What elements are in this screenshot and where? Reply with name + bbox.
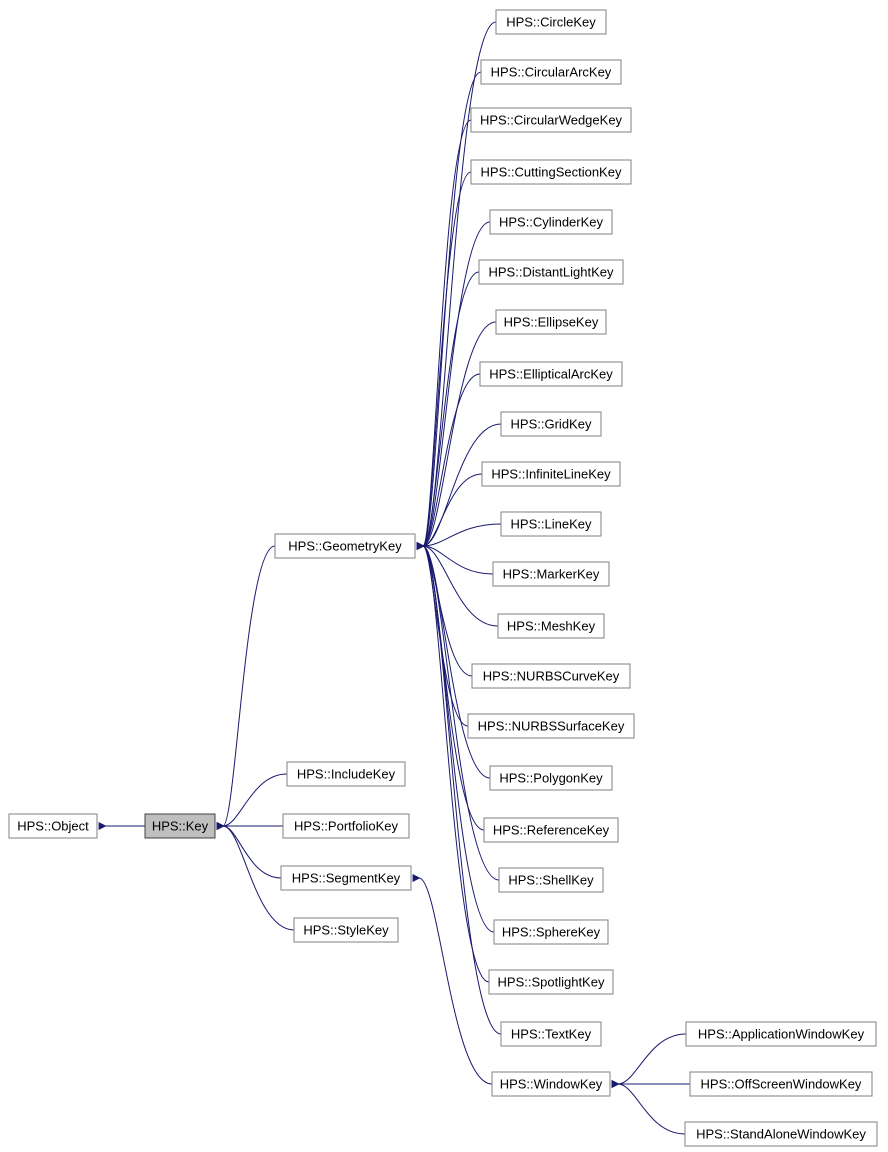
node-polygonkey[interactable]: HPS::PolygonKey <box>490 766 612 790</box>
node-ellipticalarckey[interactable]: HPS::EllipticalArcKey <box>480 362 622 386</box>
node-markerkey[interactable]: HPS::MarkerKey <box>493 562 609 586</box>
node-label-windowkey: HPS::WindowKey <box>500 1077 603 1092</box>
node-offscreenwindowkey[interactable]: HPS::OffScreenWindowKey <box>690 1072 872 1096</box>
node-portfoliokey[interactable]: HPS::PortfolioKey <box>283 814 409 838</box>
node-label-cylinderkey: HPS::CylinderKey <box>499 215 604 230</box>
node-windowkey[interactable]: HPS::WindowKey <box>492 1072 610 1096</box>
node-label-offscreenwindowkey: HPS::OffScreenWindowKey <box>701 1077 862 1092</box>
node-label-textkey: HPS::TextKey <box>511 1027 592 1042</box>
node-label-infinitelinekey: HPS::InfiniteLineKey <box>491 467 611 482</box>
node-meshkey[interactable]: HPS::MeshKey <box>498 614 604 638</box>
edge-geometrykey-to-key <box>223 546 275 826</box>
node-applicationwindowkey[interactable]: HPS::ApplicationWindowKey <box>686 1022 876 1046</box>
node-label-spotlightkey: HPS::SpotlightKey <box>498 975 605 990</box>
node-label-linekey: HPS::LineKey <box>511 517 592 532</box>
node-label-spherekey: HPS::SphereKey <box>502 925 601 940</box>
node-spotlightkey[interactable]: HPS::SpotlightKey <box>489 970 613 994</box>
node-label-cuttingsectionkey: HPS::CuttingSectionKey <box>481 165 622 180</box>
node-label-geometrykey: HPS::GeometryKey <box>288 539 402 554</box>
node-label-circularwedgekey: HPS::CircularWedgeKey <box>480 113 623 128</box>
node-includekey[interactable]: HPS::IncludeKey <box>287 762 405 786</box>
node-ellipsekey[interactable]: HPS::EllipseKey <box>496 310 606 334</box>
node-nurbssurfacekey[interactable]: HPS::NURBSSurfaceKey <box>468 714 634 738</box>
node-label-segmentkey: HPS::SegmentKey <box>292 871 401 886</box>
node-label-applicationwindowkey: HPS::ApplicationWindowKey <box>698 1027 865 1042</box>
node-label-standalonewindowkey: HPS::StandAloneWindowKey <box>696 1127 866 1142</box>
node-gridkey[interactable]: HPS::GridKey <box>501 412 601 436</box>
node-label-ellipsekey: HPS::EllipseKey <box>504 315 599 330</box>
node-referencekey[interactable]: HPS::ReferenceKey <box>484 818 618 842</box>
node-nurbscurvekey[interactable]: HPS::NURBSCurveKey <box>472 664 630 688</box>
node-label-portfoliokey: HPS::PortfolioKey <box>294 819 399 834</box>
node-label-nurbssurfacekey: HPS::NURBSSurfaceKey <box>478 719 625 734</box>
node-label-ellipticalarckey: HPS::EllipticalArcKey <box>489 367 613 382</box>
node-circulararckey[interactable]: HPS::CircularArcKey <box>481 60 621 84</box>
edge-standalonewindowkey-to-windowkey <box>618 1084 685 1134</box>
edge-ellipsekey-to-geometrykey <box>423 322 496 546</box>
edge-textkey-to-geometrykey <box>423 546 501 1034</box>
node-label-distantlightkey: HPS::DistantLightKey <box>488 265 614 280</box>
node-label-includekey: HPS::IncludeKey <box>297 767 396 782</box>
node-infinitelinekey[interactable]: HPS::InfiniteLineKey <box>482 462 620 486</box>
node-cylinderkey[interactable]: HPS::CylinderKey <box>490 210 612 234</box>
node-label-meshkey: HPS::MeshKey <box>507 619 596 634</box>
node-label-shellkey: HPS::ShellKey <box>508 873 594 888</box>
edge-spherekey-to-geometrykey <box>423 546 494 932</box>
edge-distantlightkey-to-geometrykey <box>423 272 479 546</box>
node-label-gridkey: HPS::GridKey <box>511 417 592 432</box>
node-label-markerkey: HPS::MarkerKey <box>503 567 600 582</box>
edge-windowkey-to-segmentkey <box>419 878 492 1084</box>
edge-applicationwindowkey-to-windowkey <box>618 1034 686 1084</box>
node-distantlightkey[interactable]: HPS::DistantLightKey <box>479 260 623 284</box>
node-label-referencekey: HPS::ReferenceKey <box>493 823 610 838</box>
node-object[interactable]: HPS::Object <box>9 814 97 838</box>
node-linekey[interactable]: HPS::LineKey <box>501 512 601 536</box>
node-label-key: HPS::Key <box>152 819 209 834</box>
node-spherekey[interactable]: HPS::SphereKey <box>494 920 608 944</box>
node-label-polygonkey: HPS::PolygonKey <box>499 771 603 786</box>
node-label-circlekey: HPS::CircleKey <box>506 15 596 30</box>
node-geometrykey[interactable]: HPS::GeometryKey <box>275 534 415 558</box>
node-circlekey[interactable]: HPS::CircleKey <box>496 10 606 34</box>
node-key[interactable]: HPS::Key <box>145 814 215 838</box>
node-label-nurbscurvekey: HPS::NURBSCurveKey <box>483 669 620 684</box>
node-label-circulararckey: HPS::CircularArcKey <box>491 65 612 80</box>
node-textkey[interactable]: HPS::TextKey <box>501 1022 601 1046</box>
inheritance-diagram: HPS::ObjectHPS::KeyHPS::GeometryKeyHPS::… <box>0 0 888 1152</box>
node-standalonewindowkey[interactable]: HPS::StandAloneWindowKey <box>685 1122 877 1146</box>
node-stylekey[interactable]: HPS::StyleKey <box>294 918 398 942</box>
node-label-stylekey: HPS::StyleKey <box>303 923 389 938</box>
edge-segmentkey-to-key <box>223 826 281 878</box>
node-cuttingsectionkey[interactable]: HPS::CuttingSectionKey <box>471 160 631 184</box>
edge-spotlightkey-to-geometrykey <box>423 546 489 982</box>
node-segmentkey[interactable]: HPS::SegmentKey <box>281 866 411 890</box>
node-label-object: HPS::Object <box>17 819 89 834</box>
node-shellkey[interactable]: HPS::ShellKey <box>499 868 603 892</box>
node-circularwedgekey[interactable]: HPS::CircularWedgeKey <box>471 108 631 132</box>
